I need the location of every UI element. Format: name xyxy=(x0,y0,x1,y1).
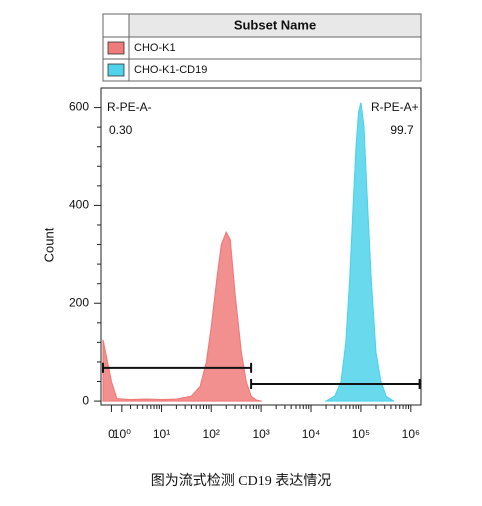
x-tick-label: 10² xyxy=(203,427,220,441)
x-tick-label: 10⁶ xyxy=(402,427,420,441)
y-axis-label: Count xyxy=(41,227,56,262)
legend-label: CHO-K1-CD19 xyxy=(134,64,207,76)
histogram-area xyxy=(325,102,395,403)
gate-name: R-PE-A+ xyxy=(371,100,419,114)
x-tick-label: 10⁴ xyxy=(302,427,321,441)
y-tick-label: 200 xyxy=(69,295,89,309)
legend-title: Subset Name xyxy=(234,17,316,32)
histogram-area xyxy=(102,230,262,402)
gate-percent: 99.7 xyxy=(390,123,414,137)
y-tick-label: 400 xyxy=(69,198,89,212)
x-tick-label: 10³ xyxy=(252,427,269,441)
x-tick-label: 0 xyxy=(108,427,115,441)
x-tick-label: 10⁵ xyxy=(352,427,370,441)
x-tick-label: 10¹ xyxy=(153,427,170,441)
gate-percent: 0.30 xyxy=(109,123,133,137)
y-tick-label: 0 xyxy=(82,393,89,407)
legend-swatch xyxy=(107,63,125,77)
legend-label: CHO-K1 xyxy=(134,42,176,54)
x-tick-label: 10⁰ xyxy=(113,427,131,441)
legend-table: Subset Name xyxy=(102,13,422,82)
legend-swatch xyxy=(107,41,125,55)
y-tick-label: 600 xyxy=(69,100,89,114)
gate-name: R-PE-A- xyxy=(107,100,152,114)
caption: 图为流式检测 CD19 表达情况 xyxy=(151,473,331,489)
